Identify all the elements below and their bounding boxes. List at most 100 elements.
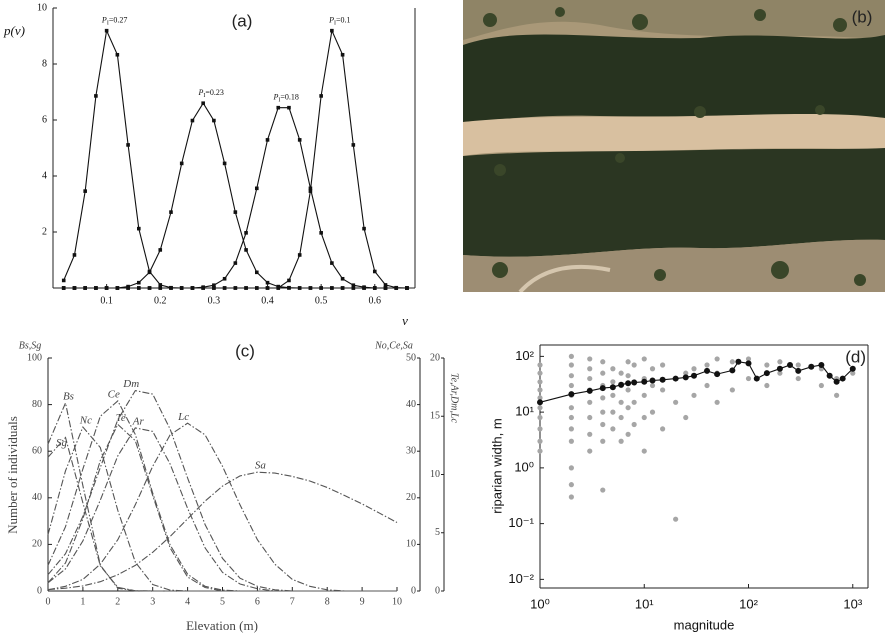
series-label: Ce <box>108 388 120 400</box>
data-point <box>600 421 606 428</box>
data-point <box>777 359 783 365</box>
data-point <box>372 286 377 290</box>
y2-tick-label: 50 <box>406 352 416 363</box>
data-point <box>104 28 109 33</box>
data-point <box>587 431 593 437</box>
data-point <box>599 385 606 392</box>
data-point <box>537 426 543 432</box>
xlabel: Elevation (m) <box>186 618 258 633</box>
series-line <box>47 422 397 592</box>
data-point <box>649 382 656 389</box>
data-point <box>641 414 647 421</box>
x-tick-label: 10³ <box>843 596 862 611</box>
data-point <box>834 392 840 398</box>
series-label: PI=0.1 <box>328 16 350 28</box>
y-tick-label: 100 <box>27 352 42 363</box>
series-label: PI=0.27 <box>101 16 127 28</box>
data-point <box>850 370 856 376</box>
data-point <box>673 516 679 522</box>
data-point <box>147 270 152 275</box>
data-point <box>362 285 366 289</box>
data-point <box>631 399 637 405</box>
data-point <box>265 286 270 290</box>
aerial-photo: (b) <box>463 0 885 292</box>
data-point <box>179 286 184 290</box>
data-point <box>537 379 543 385</box>
photo-shrubs <box>483 7 866 286</box>
data-point <box>158 286 163 290</box>
x-tick-label: 10² <box>739 596 758 611</box>
data-point <box>212 286 216 290</box>
data-point <box>753 375 760 382</box>
data-point <box>351 143 356 147</box>
data-point <box>537 387 543 393</box>
data-point <box>729 387 735 393</box>
data-point <box>568 482 574 488</box>
y-tick-label: 10¹ <box>515 404 534 419</box>
y-tick-label: 8 <box>42 58 47 69</box>
ylabel: riparian width, m <box>489 418 504 513</box>
data-point <box>704 367 711 374</box>
series-line <box>47 471 398 591</box>
x-tick-label: 0.1 <box>100 295 113 306</box>
data-point <box>631 379 638 386</box>
data-point <box>254 286 259 290</box>
y-title: Bs,Sg <box>19 340 42 351</box>
data-point <box>233 286 238 290</box>
data-point <box>586 387 593 394</box>
data-point <box>222 161 227 166</box>
data-point <box>158 248 163 252</box>
data-point <box>729 359 735 365</box>
data-point <box>568 414 574 421</box>
y-tick-label: 2 <box>42 226 47 237</box>
data-point <box>340 276 345 281</box>
data-point <box>405 286 409 290</box>
data-point <box>660 426 666 432</box>
x-tick-label: 0.2 <box>154 295 167 306</box>
xlabel: magnitude <box>674 617 735 632</box>
data-point <box>714 371 721 378</box>
x-tick-label: 0.5 <box>315 295 328 306</box>
x-tick-label: 5 <box>220 596 225 607</box>
label-text: =0.1 <box>336 16 351 25</box>
data-point <box>330 261 334 265</box>
y-tick-label: 4 <box>42 170 47 181</box>
data-point <box>610 426 616 432</box>
data-point <box>763 370 770 377</box>
data-point <box>362 226 366 231</box>
data-point <box>600 359 606 365</box>
data-point <box>683 370 689 376</box>
data-point <box>254 270 259 275</box>
series-line <box>63 28 408 289</box>
data-point <box>818 382 824 389</box>
label-subscript: I <box>107 21 109 27</box>
data-point <box>330 286 334 290</box>
data-point <box>625 405 631 411</box>
data-point <box>587 399 593 405</box>
data-point <box>587 366 593 372</box>
photo-trees <box>463 148 885 257</box>
photo-ground <box>463 0 885 40</box>
data-point <box>568 353 574 359</box>
x-tick-label: 0.4 <box>261 295 274 306</box>
data-point <box>683 414 689 421</box>
series-line <box>47 389 397 592</box>
label-symbol: P <box>197 88 203 97</box>
data-point <box>704 382 710 389</box>
data-point <box>618 381 625 388</box>
data-point <box>383 283 388 287</box>
data-point <box>777 370 783 376</box>
data-point <box>537 362 543 368</box>
data-point <box>568 438 574 444</box>
data-point <box>83 286 87 290</box>
data-point <box>308 189 313 193</box>
photo-path <box>518 264 611 292</box>
data-point <box>340 286 345 290</box>
series-label: PI=0.18 <box>273 93 299 105</box>
data-point <box>265 138 270 142</box>
y-tick-label: 10 <box>37 2 47 13</box>
data-point <box>587 356 593 362</box>
data-point <box>233 261 238 265</box>
data-point <box>618 399 624 405</box>
